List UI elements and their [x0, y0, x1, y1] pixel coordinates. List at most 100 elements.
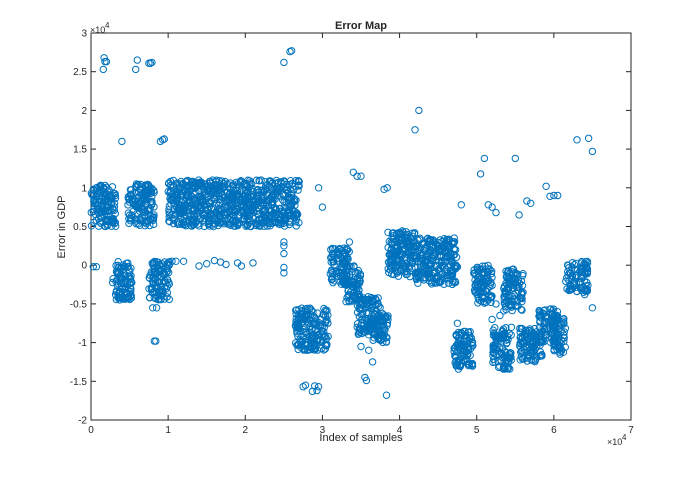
- data-point: [353, 301, 362, 310]
- data-point: [127, 215, 136, 223]
- data-point: [508, 292, 517, 301]
- data-point: [369, 294, 377, 302]
- data-point: [89, 185, 98, 194]
- data-point: [461, 327, 469, 336]
- data-point: [362, 303, 370, 311]
- data-point: [182, 181, 190, 190]
- data-point: [582, 282, 590, 290]
- data-point: [353, 280, 361, 289]
- data-point: [167, 200, 175, 208]
- data-point: [273, 210, 281, 219]
- data-point: [252, 176, 261, 184]
- data-point: [570, 279, 578, 287]
- data-point: [468, 362, 477, 370]
- data-point: [454, 359, 462, 367]
- data-point: [234, 221, 242, 230]
- data-point: [457, 329, 466, 337]
- data-point: [415, 106, 423, 115]
- data-point: [296, 315, 304, 323]
- data-point: [148, 259, 156, 267]
- data-point: [324, 311, 332, 319]
- data-point: [452, 360, 461, 369]
- data-point: [558, 321, 566, 329]
- data-point: [374, 294, 382, 302]
- data-point: [422, 243, 430, 251]
- data-point: [125, 268, 134, 276]
- data-point: [197, 196, 205, 205]
- data-point: [547, 305, 555, 313]
- data-point: [441, 240, 450, 248]
- data-point: [204, 216, 213, 225]
- data-point: [543, 324, 551, 332]
- data-point: [184, 199, 192, 207]
- data-point: [208, 221, 216, 229]
- data-point: [488, 267, 496, 275]
- data-point: [375, 330, 384, 338]
- data-point: [118, 137, 126, 146]
- data-point: [253, 186, 261, 195]
- data-point: [362, 314, 370, 323]
- x-exponent-base: ×10: [607, 437, 622, 447]
- data-point: [287, 47, 296, 55]
- data-point: [108, 192, 117, 200]
- data-point: [292, 215, 301, 223]
- data-point: [505, 329, 513, 338]
- data-point: [179, 257, 188, 265]
- data-point: [163, 264, 171, 273]
- data-point: [139, 196, 147, 204]
- y-tick-label: 2: [81, 106, 87, 117]
- data-point: [280, 198, 288, 206]
- y-tick-label: 0: [81, 261, 87, 272]
- data-point: [475, 296, 483, 304]
- data-point: [133, 181, 142, 189]
- data-point: [394, 272, 403, 280]
- data-point: [194, 220, 202, 228]
- data-point: [451, 261, 459, 270]
- x-tick-label: 0: [88, 425, 94, 436]
- data-point: [205, 198, 213, 206]
- data-point: [349, 168, 357, 177]
- x-tick-label: 3: [320, 425, 326, 436]
- data-point: [492, 208, 500, 217]
- data-point: [588, 304, 597, 312]
- data-point: [573, 136, 581, 144]
- data-point: [232, 196, 240, 204]
- data-point: [97, 181, 105, 190]
- data-point: [510, 270, 518, 278]
- data-point: [371, 310, 380, 318]
- data-point: [225, 212, 234, 220]
- data-point: [243, 189, 251, 197]
- points-layer: [87, 47, 597, 399]
- data-point: [118, 291, 126, 300]
- data-point: [519, 271, 527, 280]
- data-point: [124, 201, 132, 209]
- data-point: [206, 179, 214, 188]
- data-point: [216, 198, 224, 207]
- data-point: [165, 217, 173, 225]
- data-point: [134, 200, 142, 209]
- data-point: [345, 238, 354, 246]
- data-point: [559, 348, 568, 356]
- data-point: [554, 191, 562, 200]
- data-point: [280, 269, 288, 277]
- data-point: [514, 270, 522, 278]
- data-point: [425, 269, 433, 278]
- data-point: [191, 180, 199, 188]
- data-point: [479, 268, 487, 276]
- data-point: [384, 265, 392, 273]
- data-point: [365, 346, 373, 354]
- data-point: [119, 261, 128, 269]
- data-point: [311, 344, 320, 352]
- data-point: [378, 313, 386, 321]
- data-point: [389, 260, 397, 268]
- data-point: [247, 180, 256, 188]
- data-point: [519, 339, 527, 347]
- data-point: [165, 280, 174, 288]
- data-point: [179, 207, 188, 215]
- data-point: [488, 203, 496, 211]
- data-point: [114, 280, 122, 288]
- data-point: [357, 301, 366, 309]
- data-point: [490, 355, 498, 364]
- data-point: [132, 180, 141, 188]
- data-point: [568, 259, 577, 267]
